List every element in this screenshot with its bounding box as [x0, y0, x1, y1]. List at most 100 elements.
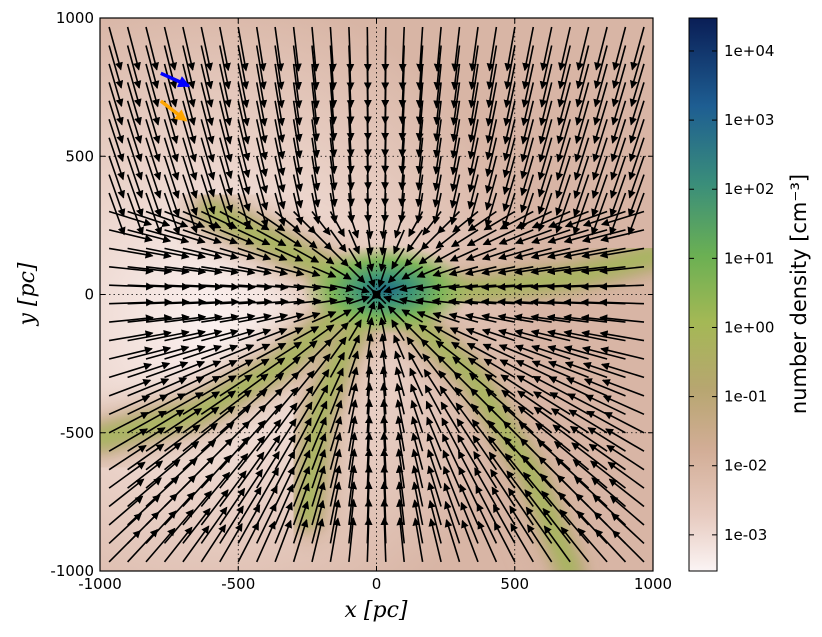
velocity-arrow: [539, 473, 571, 508]
velocity-arrow: [256, 312, 289, 323]
velocity-arrow: [219, 328, 256, 342]
velocity-arrow: [443, 482, 461, 526]
velocity-arrow: [127, 266, 173, 275]
velocity-arrow: [182, 406, 220, 434]
velocity-arrow: [237, 247, 272, 261]
velocity-arrow: [449, 192, 461, 226]
velocity-arrow: [182, 155, 198, 199]
colorbar-tick-label: 1e-03: [724, 526, 767, 544]
velocity-arrow: [559, 509, 590, 544]
colorbar-tick-label: 1e+03: [724, 111, 774, 129]
velocity-arrow: [219, 282, 256, 291]
velocity-arrow: [182, 507, 211, 544]
velocity-arrow: [329, 229, 347, 253]
velocity-arrow: [506, 470, 534, 507]
velocity-arrow: [348, 448, 358, 489]
velocity-arrow: [145, 247, 190, 260]
velocity-arrow: [488, 435, 516, 471]
velocity-arrow: [406, 229, 424, 253]
velocity-arrow: [237, 229, 271, 246]
velocity-arrow: [364, 431, 373, 470]
velocity-arrow: [542, 507, 571, 544]
velocity-arrow: [145, 266, 190, 276]
velocity-arrow: [610, 100, 627, 144]
velocity-arrow: [127, 494, 161, 526]
velocity-arrow: [219, 470, 247, 507]
velocity-arrow: [426, 432, 442, 470]
y-axis-label: y [pc]: [15, 262, 40, 326]
velocity-arrow: [555, 192, 571, 234]
velocity-arrow: [201, 282, 240, 291]
velocity-arrow: [448, 297, 479, 306]
velocity-arrow: [422, 211, 442, 236]
velocity-arrow: [182, 422, 218, 452]
velocity-arrow: [514, 344, 552, 360]
velocity-arrow: [182, 313, 223, 323]
velocity-arrow: [473, 450, 498, 489]
velocity-arrow: [237, 328, 272, 342]
velocity-arrow: [491, 486, 516, 526]
velocity-arrow: [127, 314, 173, 323]
velocity-arrow: [607, 461, 645, 489]
velocity-arrow: [381, 26, 390, 72]
velocity-arrow: [569, 425, 608, 452]
velocity-arrow: [164, 266, 207, 276]
velocity-arrow: [609, 174, 627, 218]
velocity-arrow: [238, 313, 272, 323]
velocity-arrow: [163, 26, 178, 71]
velocity-arrow: [145, 313, 190, 323]
velocity-arrow: [600, 229, 645, 243]
velocity-arrow: [182, 26, 196, 71]
velocity-arrow: [600, 362, 645, 379]
velocity-arrow: [145, 137, 162, 181]
velocity-arrow: [475, 485, 498, 526]
velocity-arrow: [182, 375, 221, 397]
velocity-arrow: [409, 367, 424, 397]
velocity-arrow: [410, 432, 424, 470]
velocity-arrow: [219, 26, 231, 72]
velocity-arrow: [293, 354, 317, 378]
velocity-arrow: [348, 334, 360, 360]
velocity-arrow: [237, 504, 261, 544]
velocity-arrow: [108, 174, 126, 218]
velocity-arrow: [164, 408, 203, 434]
velocity-arrow: [182, 439, 217, 471]
velocity-arrow: [219, 266, 256, 276]
velocity-arrow: [127, 345, 172, 360]
velocity-arrow: [510, 523, 534, 563]
velocity-arrow: [108, 26, 123, 71]
velocity-arrow: [608, 478, 645, 508]
velocity-arrow: [329, 415, 343, 452]
velocity-arrow: [292, 449, 311, 489]
velocity-arrow: [364, 448, 373, 489]
velocity-arrow: [629, 63, 645, 108]
velocity-arrow: [574, 119, 590, 163]
velocity-arrow: [543, 525, 571, 563]
velocity-arrow: [256, 403, 283, 434]
velocity-arrow: [477, 520, 498, 563]
velocity-arrow: [348, 464, 358, 507]
velocity-arrow: [200, 155, 216, 198]
velocity-arrow: [459, 483, 479, 526]
velocity-arrow: [329, 399, 343, 434]
velocity-arrow: [451, 26, 461, 72]
velocity-arrow: [108, 495, 144, 526]
velocity-arrow: [164, 360, 206, 379]
velocity-arrow: [329, 336, 347, 360]
velocity-arrow: [293, 210, 317, 234]
velocity-arrow: [311, 499, 326, 544]
velocity-arrow: [609, 155, 627, 199]
velocity-arrow: [573, 155, 590, 199]
velocity-arrow: [237, 419, 266, 452]
velocity-arrow: [378, 316, 387, 341]
velocity-arrow: [568, 409, 608, 434]
velocity-arrow: [237, 388, 268, 415]
velocity-arrow: [219, 436, 250, 471]
velocity-arrow: [500, 374, 534, 397]
velocity-arrow: [108, 461, 146, 489]
velocity-arrow: [348, 319, 362, 342]
velocity-arrow: [449, 247, 479, 262]
velocity-arrow: [108, 119, 125, 163]
velocity-arrow: [348, 284, 370, 294]
velocity-arrow: [126, 137, 143, 181]
